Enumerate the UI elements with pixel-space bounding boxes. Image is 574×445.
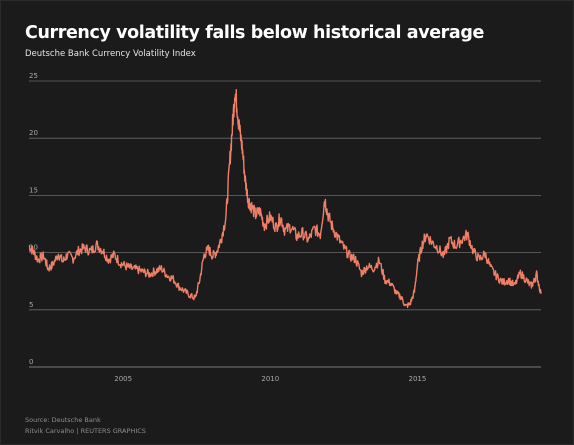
series-layer bbox=[28, 89, 542, 309]
source-note: Source: Deutsche Bank bbox=[25, 416, 101, 424]
x-tick-labels: 2005 2010 2015 bbox=[114, 375, 426, 383]
x-tick-label: 2015 bbox=[408, 375, 426, 383]
credit-note: Ritvik Carvalho | REUTERS GRAPHICS bbox=[25, 427, 146, 435]
y-tick-label: 10 bbox=[29, 244, 38, 252]
y-tick-label: 25 bbox=[29, 72, 38, 80]
y-tick-label: 0 bbox=[29, 358, 33, 366]
gridlines bbox=[29, 80, 541, 368]
y-tick-label: 5 bbox=[29, 301, 33, 309]
y-tick-labels: 0 5 10 15 20 25 bbox=[29, 72, 38, 366]
series-line-0 bbox=[28, 89, 542, 309]
y-tick-label: 15 bbox=[29, 186, 38, 194]
chart-subtitle: Deutsche Bank Currency Volatility Index bbox=[25, 49, 196, 59]
y-tick-label: 20 bbox=[29, 129, 38, 137]
x-tick-label: 2005 bbox=[114, 375, 132, 383]
chart-title: Currency volatility falls below historic… bbox=[25, 23, 484, 43]
x-tick-label: 2010 bbox=[261, 375, 279, 383]
